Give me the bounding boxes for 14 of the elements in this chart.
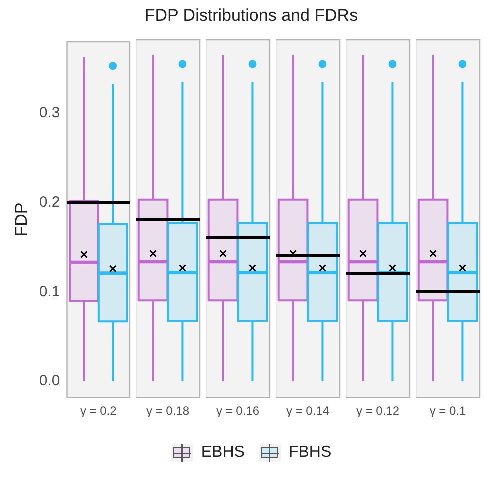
y-tick-label: 0.1 [39,283,60,300]
x-tick-label: γ = 0.12 [356,404,400,418]
x-tick-label: γ = 0.18 [146,404,190,418]
y-tick-label: 0.3 [39,104,60,122]
legend-label: EBHS [201,444,245,462]
x-tick-label: γ = 0.2 [80,404,118,418]
x-tick-label: γ = 0.14 [286,404,330,418]
y-axis-title: FDP [12,202,31,237]
x-tick-label: γ = 0.16 [216,404,260,418]
y-tick-label: 0.0 [39,372,60,390]
legend-label: FBHS [288,444,332,462]
text: FDP Distributions and FDRs [144,6,360,27]
y-tick-label: 0.2 [39,194,60,211]
x-tick-label: γ = 0.1 [430,404,467,418]
